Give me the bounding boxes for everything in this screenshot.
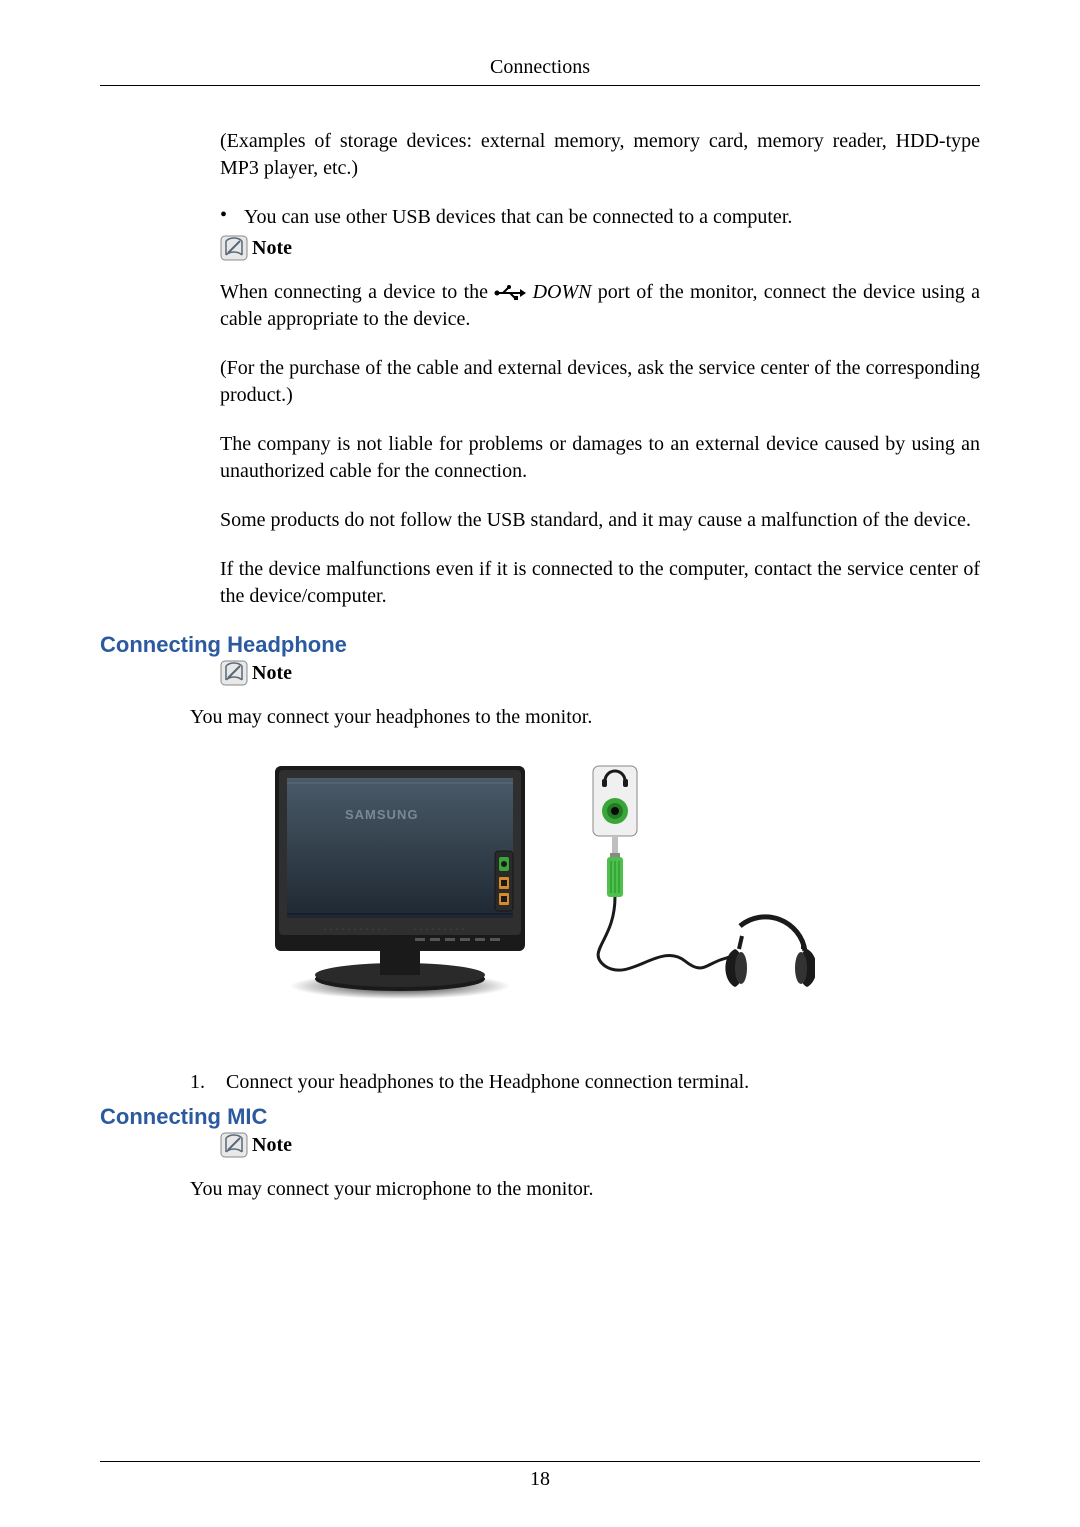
note-icon xyxy=(220,1132,248,1158)
bullet-usb-other: • You can use other USB devices that can… xyxy=(220,204,980,231)
note-icon xyxy=(220,660,248,686)
note-row-3: Note xyxy=(220,1132,980,1158)
mic-intro: You may connect your microphone to the m… xyxy=(190,1176,980,1203)
storage-examples-text: (Examples of storage devices: external m… xyxy=(220,128,980,182)
page-header-title: Connections xyxy=(100,56,980,85)
footer-rule xyxy=(100,1461,980,1462)
headphone-cable-graphic xyxy=(575,761,815,1001)
usb-down-icon xyxy=(494,284,526,302)
note-label: Note xyxy=(252,1134,292,1157)
headphone-step-1: 1. Connect your headphones to the Headph… xyxy=(190,1071,980,1094)
headphone-illustration: SAMSUNG xyxy=(100,761,980,1001)
note-para-3: The company is not liable for problems o… xyxy=(220,431,980,485)
note-row-2: Note xyxy=(220,660,980,686)
svg-text:SAMSUNG: SAMSUNG xyxy=(345,807,418,822)
note-para-5: If the device malfunctions even if it is… xyxy=(220,556,980,610)
note-label: Note xyxy=(252,237,292,260)
monitor-graphic: SAMSUNG xyxy=(265,761,535,1001)
note-label: Note xyxy=(252,662,292,685)
note-p1-down: DOWN xyxy=(533,281,592,303)
note-row-1: Note xyxy=(220,235,980,261)
header-rule xyxy=(100,85,980,86)
bullet-text: You can use other USB devices that can b… xyxy=(244,204,792,231)
heading-headphone: Connecting Headphone xyxy=(100,632,980,658)
note-p1-a: When connecting a device to the xyxy=(220,281,494,303)
bullet-marker: • xyxy=(220,204,244,227)
note-para-4: Some products do not follow the USB stan… xyxy=(220,507,980,534)
page-number: 18 xyxy=(100,1468,980,1491)
page-footer: 18 xyxy=(100,1461,980,1491)
note-para-1: When connecting a device to the DOWN por… xyxy=(220,279,980,333)
note-para-2: (For the purchase of the cable and exter… xyxy=(220,355,980,409)
step-text: Connect your headphones to the Headphone… xyxy=(226,1071,749,1094)
headphone-intro: You may connect your headphones to the m… xyxy=(190,704,980,731)
step-number: 1. xyxy=(190,1071,226,1094)
heading-mic: Connecting MIC xyxy=(100,1104,980,1130)
note-icon xyxy=(220,235,248,261)
